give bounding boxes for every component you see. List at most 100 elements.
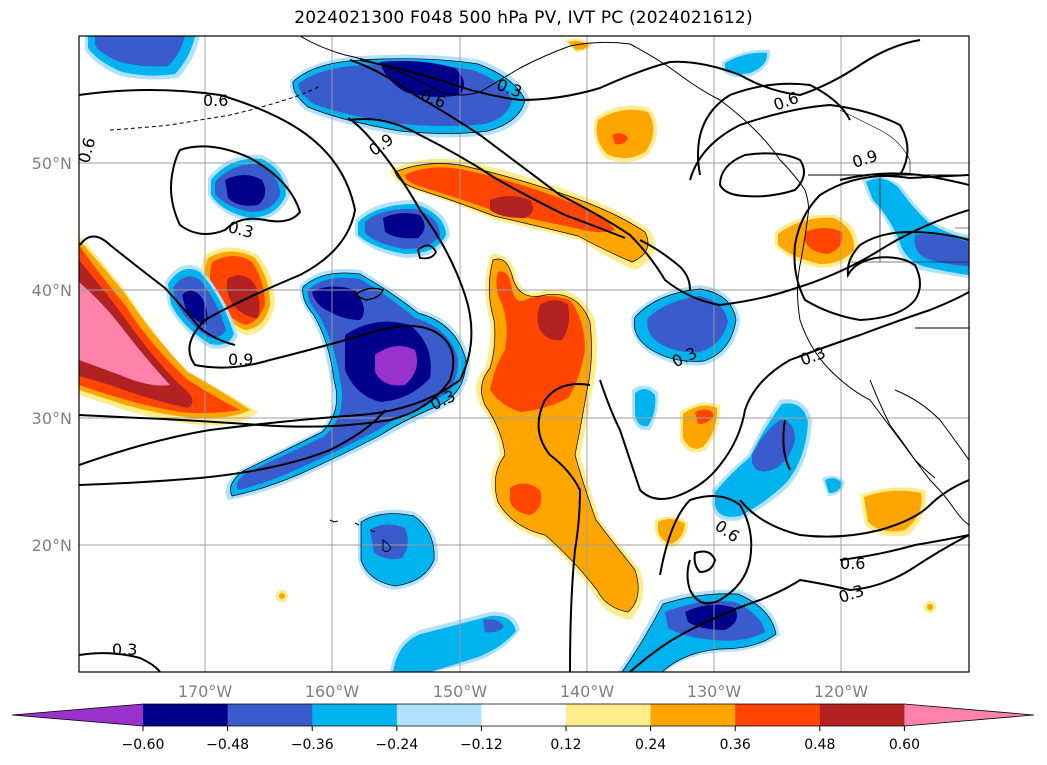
contour-line — [793, 174, 969, 322]
fill-edge — [360, 513, 435, 587]
shade-l-sky — [635, 388, 656, 427]
colorbar-extension-high — [904, 704, 1034, 726]
fill-edge — [230, 272, 467, 497]
shade-p-royal — [483, 619, 504, 633]
shade-o-royal — [370, 524, 408, 560]
colorbar-segment — [227, 704, 313, 726]
shade-q-navy — [685, 604, 738, 630]
colorbar-tick-label: −0.24 — [375, 737, 418, 753]
shade-e-orange — [864, 490, 922, 532]
colorbar-tick-label: −0.12 — [460, 737, 503, 753]
colorbar-tick-label: 0.48 — [804, 737, 835, 753]
contour-line — [537, 383, 591, 672]
shade-central-redorange-2 — [510, 483, 542, 515]
contour-line — [416, 244, 438, 260]
contour-line — [782, 419, 791, 471]
shade-band-firebrick — [490, 196, 534, 218]
contour-line — [79, 652, 161, 672]
colorbar-tick-label: 0.24 — [635, 737, 666, 753]
contour-line — [599, 291, 969, 500]
coastline-us — [797, 214, 969, 526]
colorbar-segment — [143, 704, 229, 726]
shade-k-royal — [647, 296, 728, 353]
contour-layer — [79, 39, 969, 672]
contour-line — [739, 479, 969, 538]
colorbar-tick-label: −0.60 — [122, 737, 165, 753]
contour-line — [697, 82, 851, 176]
lon-label: 170°W — [178, 682, 233, 701]
contour-label: 0.6 — [840, 554, 865, 573]
shade-r-sky — [725, 52, 768, 75]
colorbar-tick-label: 0.12 — [550, 737, 581, 753]
colorbar-segment — [735, 704, 821, 726]
shade-165w-firebrick — [226, 275, 260, 318]
contour-line — [353, 287, 384, 301]
colorbar-tick-label: 0.60 — [889, 737, 920, 753]
contour-line — [79, 89, 455, 428]
contour-line — [349, 118, 626, 239]
colorbar-tick-label: −0.48 — [206, 737, 249, 753]
contour-line — [693, 550, 717, 574]
fill-edge — [633, 288, 737, 362]
fill-edge — [481, 258, 639, 613]
shade-west-firebrick — [79, 260, 193, 408]
contour-line — [659, 495, 753, 605]
contour-line — [839, 534, 969, 561]
filled-field-layer — [79, 36, 969, 672]
lon-label: 150°W — [433, 682, 488, 701]
shade-west-pink — [79, 282, 170, 386]
gridlines — [79, 36, 969, 672]
coastline-aleutians — [109, 85, 321, 131]
map-frame — [78, 35, 970, 673]
shade-central-firebrick — [537, 300, 570, 341]
shade-g-navy — [225, 175, 266, 206]
colorbar-segment — [481, 704, 567, 726]
map-title: 2024021300 F048 500 hPa PV, IVT PC (2024… — [294, 8, 753, 28]
coastline-baja — [869, 379, 936, 479]
contour-line — [629, 534, 969, 672]
shade-h-navy — [383, 213, 425, 239]
contour-line — [718, 152, 805, 198]
contour-line — [79, 409, 386, 486]
contour-line — [359, 39, 921, 102]
lat-label: 50°N — [32, 154, 72, 173]
fill-edge — [394, 163, 649, 263]
longitude-labels: 170°W 160°W 150°W 140°W 130°W 120°W — [178, 682, 869, 701]
colorbar-segment — [650, 704, 736, 726]
shade-dot-1-core — [279, 593, 285, 599]
shade-i-navy — [182, 290, 208, 325]
fill-edge — [292, 58, 526, 134]
contour-line — [689, 103, 909, 181]
lon-label: 160°W — [305, 682, 360, 701]
latitude-labels: 50°N 40°N 30°N 20°N — [32, 154, 72, 555]
contour-line — [639, 239, 691, 291]
colorbar-segment — [566, 704, 652, 726]
lat-label: 30°N — [32, 409, 72, 428]
hawaii-islands — [329, 519, 392, 553]
shade-a-orange — [596, 109, 654, 159]
coastline-alaska — [299, 36, 810, 216]
lon-label: 140°W — [560, 682, 615, 701]
colorbar-extension-low — [12, 704, 143, 726]
colorbar-segment — [396, 704, 482, 726]
lon-label: 130°W — [687, 682, 742, 701]
lat-label: 40°N — [32, 281, 72, 300]
colorbar-segment — [819, 704, 905, 726]
contour-label: 0.3 — [112, 640, 137, 659]
contour-line — [79, 117, 473, 466]
contour-label: 0.6 — [203, 91, 228, 110]
shade-b-redorange — [805, 228, 843, 254]
contour-line — [170, 145, 302, 235]
contour-line — [349, 59, 969, 307]
shade-tl-royal — [95, 36, 185, 67]
shade-j-purple — [375, 346, 418, 386]
lon-label: 120°W — [814, 682, 869, 701]
colorbar: −0.60 −0.48 −0.36 −0.24 −0.12 0.12 0.24 0.36 0.4… — [11, 703, 1035, 753]
shade-n-sky — [825, 478, 842, 493]
colorbar-tick-label: 0.36 — [720, 737, 751, 753]
contour-label: 0.9 — [228, 350, 253, 369]
lat-label: 20°N — [32, 536, 72, 555]
colorbar-tick-label: −0.36 — [291, 737, 334, 753]
contour-line — [79, 235, 236, 346]
